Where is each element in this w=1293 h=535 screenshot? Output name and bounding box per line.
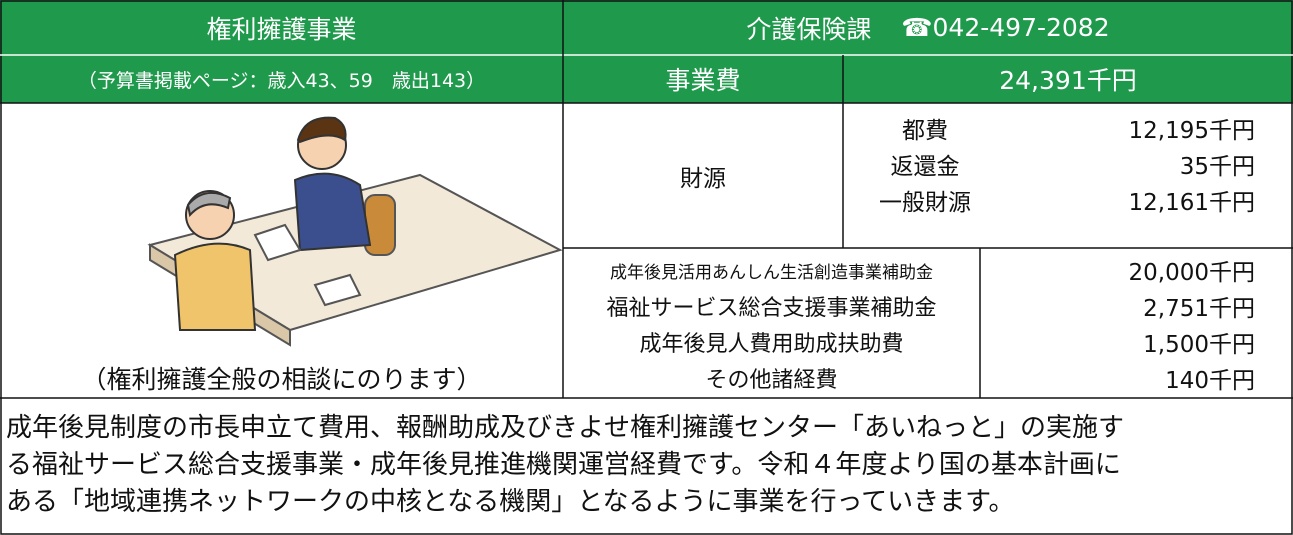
funding-amount: 35千円	[1179, 154, 1255, 180]
description-line: る福祉サービス総合支援事業・成年後見推進機関運営経費です。令和４年度より国の基本…	[6, 450, 1121, 480]
breakdown-item: 福祉サービス総合支援事業補助金	[606, 296, 937, 321]
funding-label: 財源	[680, 165, 726, 192]
funding-amount: 12,195千円	[1128, 118, 1255, 144]
cost: 24,391千円	[843, 55, 1293, 103]
breakdown-amount: 2,751千円	[1143, 296, 1255, 322]
funding-source: 一般財源	[879, 190, 971, 216]
description-line: 成年後見制度の市長申立て費用、報酬助成及びきよせ権利擁護センター「あいねっと」の…	[6, 413, 1125, 443]
contact: 介護保険課 ☎042-497-2082	[563, 0, 1293, 55]
funding-amount: 12,161千円	[1128, 190, 1255, 216]
caption: （権利擁護全般の相談にのります）	[81, 365, 482, 394]
breakdown-amount: 20,000千円	[1128, 260, 1255, 286]
breakdown-amount: 1,500千円	[1143, 332, 1255, 358]
breakdown-item: 成年後見人費用助成扶助費	[639, 332, 904, 357]
illustration	[147, 116, 563, 347]
funding-source: 都費	[902, 118, 948, 144]
description: 成年後見制度の市長申立て費用、報酬助成及びきよせ権利擁護センター「あいねっと」の…	[6, 410, 1124, 521]
funding-source: 返還金	[890, 154, 960, 180]
description-line: ある「地域連携ネットワークの中核となる機関」となるように事業を行っていきます。	[6, 487, 1015, 517]
cost-label: 事業費	[563, 55, 843, 103]
phone: ☎042-497-2082	[901, 13, 1110, 42]
department: 介護保険課	[746, 14, 872, 44]
breakdown-item: その他諸経費	[705, 368, 838, 393]
breakdown-item: 成年後見活用あんしん生活創造事業補助金	[610, 262, 933, 283]
breakdown-amount: 140千円	[1165, 368, 1255, 394]
